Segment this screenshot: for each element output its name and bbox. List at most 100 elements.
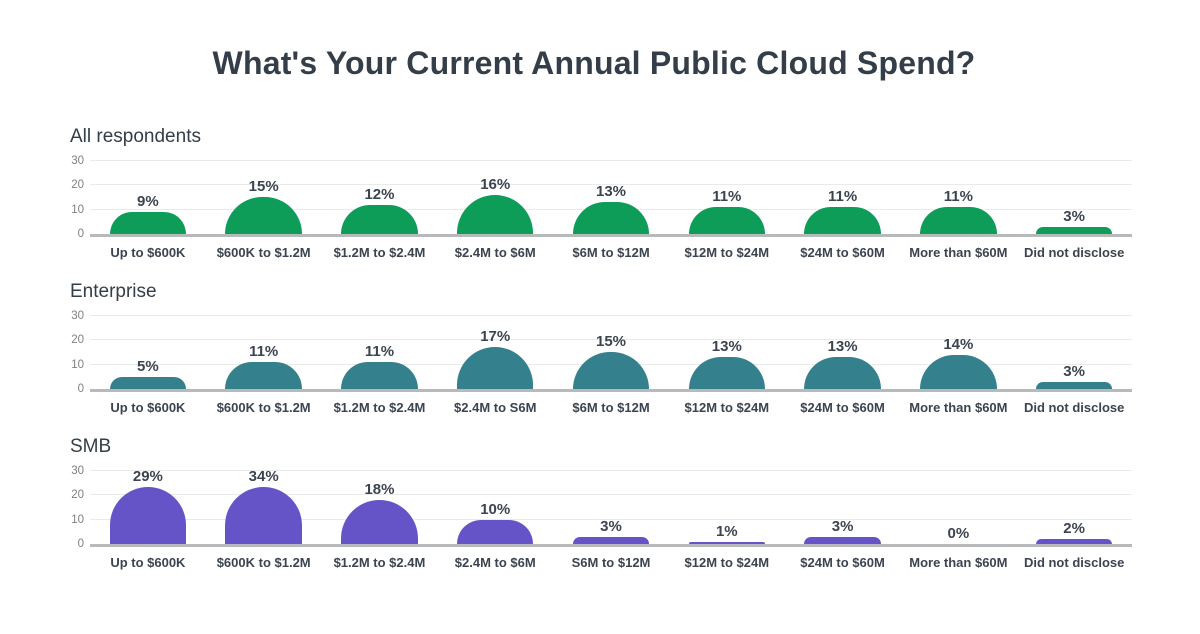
value-label: 13% (711, 338, 742, 356)
bar (1035, 381, 1113, 389)
gridline (90, 469, 1132, 471)
bar-column: 12% (322, 158, 438, 234)
value-label: 3% (1063, 207, 1085, 225)
bar (225, 197, 302, 234)
value-label: 11% (827, 188, 858, 206)
chart-categories: Up to $600K $600K to $1.2M $1.2M to $2.4M $… (90, 392, 1132, 416)
value-label: 1% (715, 522, 738, 540)
bar-column: 3% (1016, 158, 1132, 234)
value-label: 11% (943, 188, 973, 206)
y-tick-label: 0 (77, 538, 84, 550)
bar (688, 541, 765, 544)
value-label: 2% (1063, 520, 1085, 538)
bar-column: 13% (669, 313, 785, 389)
value-label: 3% (831, 517, 854, 535)
value-label: 18% (364, 480, 395, 498)
gridline (90, 314, 1132, 316)
y-tick-label: 20 (71, 179, 84, 191)
value-label: 13% (596, 183, 627, 201)
bar-column: 3% (553, 468, 669, 544)
value-label: 3% (600, 517, 622, 535)
y-tick-label: 10 (71, 513, 84, 526)
category-label: $2.4M to $6M (454, 245, 536, 260)
category-label: Did not disclose (1023, 245, 1125, 260)
bar (920, 207, 997, 234)
bar-column: 14% (900, 313, 1016, 389)
value-label: 12% (364, 185, 395, 203)
chart-categories: Up to $600K $600K to $1.2M $1.2M to $2.4M $… (90, 237, 1132, 261)
category-label: S6M to $12M (571, 555, 651, 570)
bar-column: 34% (206, 468, 322, 544)
bar (572, 202, 650, 234)
bar (572, 352, 650, 389)
bar-column: 3% (1016, 313, 1132, 389)
bar (109, 376, 187, 389)
value-label: 17% (480, 328, 511, 346)
chart-heading-enterprise: Enterprise (70, 281, 157, 302)
gridline (90, 339, 1132, 340)
bar-column: 10% (437, 468, 553, 544)
value-label: 15% (596, 333, 627, 351)
bar (457, 347, 534, 389)
bar (109, 211, 187, 234)
chart-section-enterprise: Enterprise 0 10 20 30 5% 11% 11% 17% 15% 13% 13% 14… (56, 281, 1132, 416)
value-label: 16% (480, 175, 511, 193)
category-label: $6M to $12M (572, 400, 650, 415)
bar-column: 15% (553, 313, 669, 389)
bar-column: 9% (90, 158, 206, 234)
bar (341, 362, 418, 389)
gridline (90, 518, 1132, 520)
category-label: Up to $600K (110, 245, 186, 260)
bar-column: 11% (322, 313, 438, 389)
y-tick-label: 10 (71, 358, 84, 371)
y-tick-label: 0 (77, 228, 84, 240)
gridline (90, 184, 1132, 185)
value-label: 3% (1063, 362, 1085, 380)
bar (688, 357, 765, 389)
bar (688, 207, 765, 234)
bar-column: 15% (206, 158, 322, 234)
bar-column: 29% (90, 468, 206, 544)
bar (1035, 539, 1113, 544)
bar (341, 204, 418, 234)
category-label: Up to $600K (110, 400, 186, 415)
value-label: 10% (480, 500, 511, 518)
category-label: $12M to $24M (684, 555, 770, 570)
category-label: $600K to $1.2M (216, 400, 311, 415)
chart-plot: 0 10 20 30 5% 11% 11% 17% 15% 13% 13% 14% 3% (71, 310, 1132, 395)
bar-column: 11% (785, 158, 901, 234)
y-tick-label: 30 (71, 464, 84, 477)
value-label: 15% (248, 178, 279, 196)
bar-column: 13% (553, 158, 669, 234)
bar-columns: 5% 11% 11% 17% 15% 13% 13% 14% 3% (90, 313, 1132, 389)
category-label: $24M to $60M (800, 555, 885, 570)
category-label: Did not disclose (1023, 555, 1125, 570)
category-label: $2.4M to $6M (454, 555, 536, 570)
category-label: $2.4M to S6M (454, 400, 537, 415)
bar-column: 1% (669, 468, 785, 544)
category-label: Did not disclose (1023, 400, 1125, 415)
y-tick-label: 30 (71, 154, 84, 167)
bar-column: 11% (669, 158, 785, 234)
category-label: Up to $600K (110, 555, 186, 570)
bar-columns: 9% 15% 12% 16% 13% 11% 11% 11% 3% (90, 158, 1132, 234)
category-label: More than $60M (909, 400, 1008, 415)
chart-categories: Up to $600K $600K to $1.2M $1.2M to $2.4M $… (90, 547, 1132, 571)
category-label: $12M to $24M (684, 245, 770, 260)
category-label: $1.2M to $2.4M (333, 245, 426, 260)
bar (457, 519, 534, 544)
bar (109, 487, 187, 544)
bar-column: 17% (437, 313, 553, 389)
category-label: $600K to $1.2M (216, 245, 311, 260)
bar-column: 5% (90, 313, 206, 389)
category-label: $24M to $60M (800, 400, 885, 415)
chart-section-smb: SMB 0 10 20 30 29% 34% 18% 10% 3% 1% 3% 0% 2% Up to … (56, 436, 1132, 571)
bar-columns: 29% 34% 18% 10% 3% 1% 3% 0% 2% (90, 468, 1132, 544)
category-label: More than $60M (909, 555, 1008, 570)
bar-column: 2% (1016, 468, 1132, 544)
y-tick-label: 20 (71, 334, 84, 346)
bar (225, 362, 302, 389)
bar (920, 354, 997, 389)
value-label: 13% (827, 338, 858, 356)
